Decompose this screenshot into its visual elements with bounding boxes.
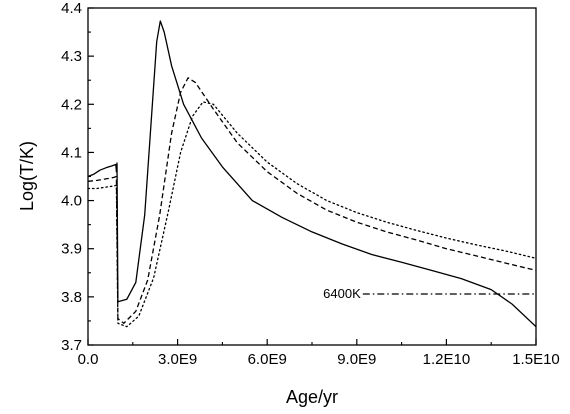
x-tick-label: 1.2E10 — [423, 351, 471, 368]
x-tick-label: 6.0E9 — [248, 351, 287, 368]
y-tick-label: 3.8 — [61, 289, 82, 306]
y-tick-label: 4.2 — [61, 96, 82, 113]
x-axis-title: Age/yr — [286, 387, 338, 407]
series-layer — [87, 20, 537, 328]
y-tick-label: 4.3 — [61, 48, 82, 65]
x-tick-label: 3.0E9 — [158, 351, 197, 368]
series-line-dashed — [87, 77, 537, 324]
series-line-dotted — [87, 101, 537, 328]
x-tick-label: 1.5E10 — [512, 351, 560, 368]
x-ticks: 0.0 3.0E9 6.0E9 9.0E9 1.2E10 1.5E10 — [78, 339, 560, 368]
annotation-label: 6400K — [323, 286, 361, 301]
y-tick-label: 3.7 — [61, 337, 82, 354]
x-tick-label: 0.0 — [78, 351, 99, 368]
annotation-layer: 6400K — [323, 286, 361, 301]
series-line-solid — [87, 20, 537, 328]
y-ticks: 3.7 3.8 3.9 4.0 4.1 4.2 4.3 4.4 — [61, 0, 94, 354]
y-tick-label: 4.4 — [61, 0, 82, 17]
x-tick-label: 9.0E9 — [337, 351, 376, 368]
y-tick-label: 4.1 — [61, 144, 82, 161]
y-tick-label: 3.9 — [61, 241, 82, 258]
y-tick-label: 4.0 — [61, 193, 82, 210]
y-axis-title: Log(T/K) — [17, 141, 37, 211]
